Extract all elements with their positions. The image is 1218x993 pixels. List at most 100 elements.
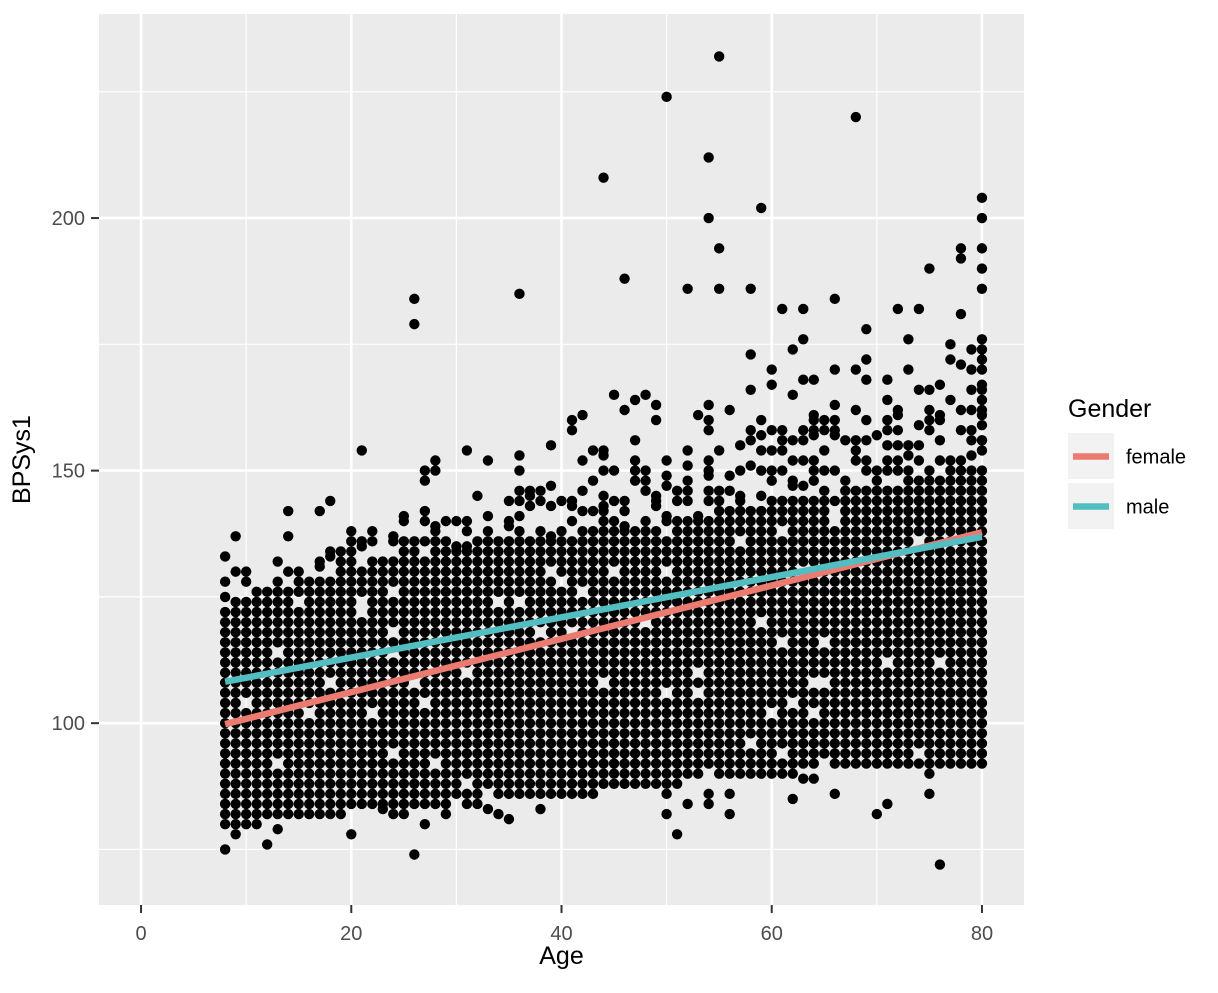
data-point (440, 758, 452, 769)
data-point (251, 596, 262, 608)
data-point (713, 546, 725, 557)
data-point (682, 576, 693, 587)
data-point (871, 758, 883, 769)
data-point (587, 475, 599, 486)
data-point (713, 728, 725, 739)
data-point (577, 546, 588, 557)
data-point (451, 778, 462, 789)
data-point (756, 707, 767, 719)
data-point (587, 657, 599, 668)
data-point (566, 788, 578, 800)
data-point (482, 596, 494, 608)
data-point (598, 697, 609, 709)
data-point (619, 546, 630, 557)
data-point (577, 596, 588, 608)
data-point (419, 586, 431, 598)
data-point (808, 647, 819, 658)
data-point (671, 677, 683, 688)
data-point (367, 586, 378, 598)
data-point (955, 616, 967, 628)
data-point (850, 404, 862, 416)
data-point (882, 758, 893, 769)
data-point (682, 515, 693, 527)
data-point (692, 768, 704, 779)
data-point (314, 677, 325, 688)
data-point (955, 455, 967, 466)
data-point (503, 813, 515, 825)
data-point (608, 526, 620, 537)
data-point (230, 637, 241, 648)
data-point (545, 697, 557, 709)
data-point (692, 637, 704, 648)
data-point (724, 606, 735, 618)
data-point (325, 788, 336, 800)
data-point (766, 536, 777, 547)
data-point (734, 717, 746, 729)
data-point (934, 758, 946, 769)
data-point (819, 586, 830, 598)
data-point (230, 687, 241, 699)
data-point (598, 546, 609, 557)
data-point (430, 707, 441, 719)
data-point (945, 455, 956, 466)
data-point (966, 627, 977, 638)
data-point (787, 616, 798, 628)
data-point (934, 677, 946, 688)
data-point (976, 435, 988, 446)
data-point (955, 404, 967, 416)
data-point (587, 748, 599, 759)
data-point (819, 717, 830, 729)
data-point (283, 586, 294, 598)
data-point (304, 667, 315, 678)
data-point (819, 707, 830, 719)
data-point (976, 192, 988, 204)
data-point (325, 778, 336, 789)
data-point (503, 717, 515, 729)
data-point (787, 627, 798, 638)
data-point (577, 758, 588, 769)
data-point (398, 808, 410, 820)
data-point (871, 616, 883, 628)
data-point (924, 748, 935, 759)
data-point (945, 515, 956, 527)
data-point (661, 637, 672, 648)
data-point (745, 637, 756, 648)
data-point (661, 470, 672, 481)
data-point (913, 515, 925, 527)
data-point (861, 323, 872, 335)
data-point (756, 490, 767, 502)
data-point (734, 526, 746, 537)
data-point (945, 505, 956, 517)
data-point (472, 728, 483, 739)
data-point (808, 505, 819, 517)
data-point (629, 627, 641, 638)
data-point (314, 586, 325, 598)
data-point (577, 455, 588, 466)
data-point (787, 647, 798, 658)
data-point (587, 526, 599, 537)
data-point (440, 576, 452, 587)
data-point (777, 687, 788, 699)
data-point (472, 667, 483, 678)
data-point (461, 798, 473, 810)
data-point (503, 536, 515, 547)
data-point (840, 606, 851, 618)
data-point (640, 465, 651, 476)
data-point (493, 687, 504, 699)
data-point (524, 627, 536, 638)
data-point (219, 758, 231, 769)
data-point (966, 515, 977, 527)
data-point (261, 647, 273, 658)
data-point (682, 748, 693, 759)
data-point (556, 495, 567, 507)
data-point (903, 738, 914, 749)
data-point (598, 717, 609, 729)
data-point (587, 647, 599, 658)
data-point (230, 566, 241, 577)
data-point (861, 606, 872, 618)
data-point (535, 748, 546, 759)
data-point (682, 647, 693, 658)
data-point (661, 455, 672, 466)
data-point (976, 576, 988, 587)
data-point (661, 627, 672, 638)
